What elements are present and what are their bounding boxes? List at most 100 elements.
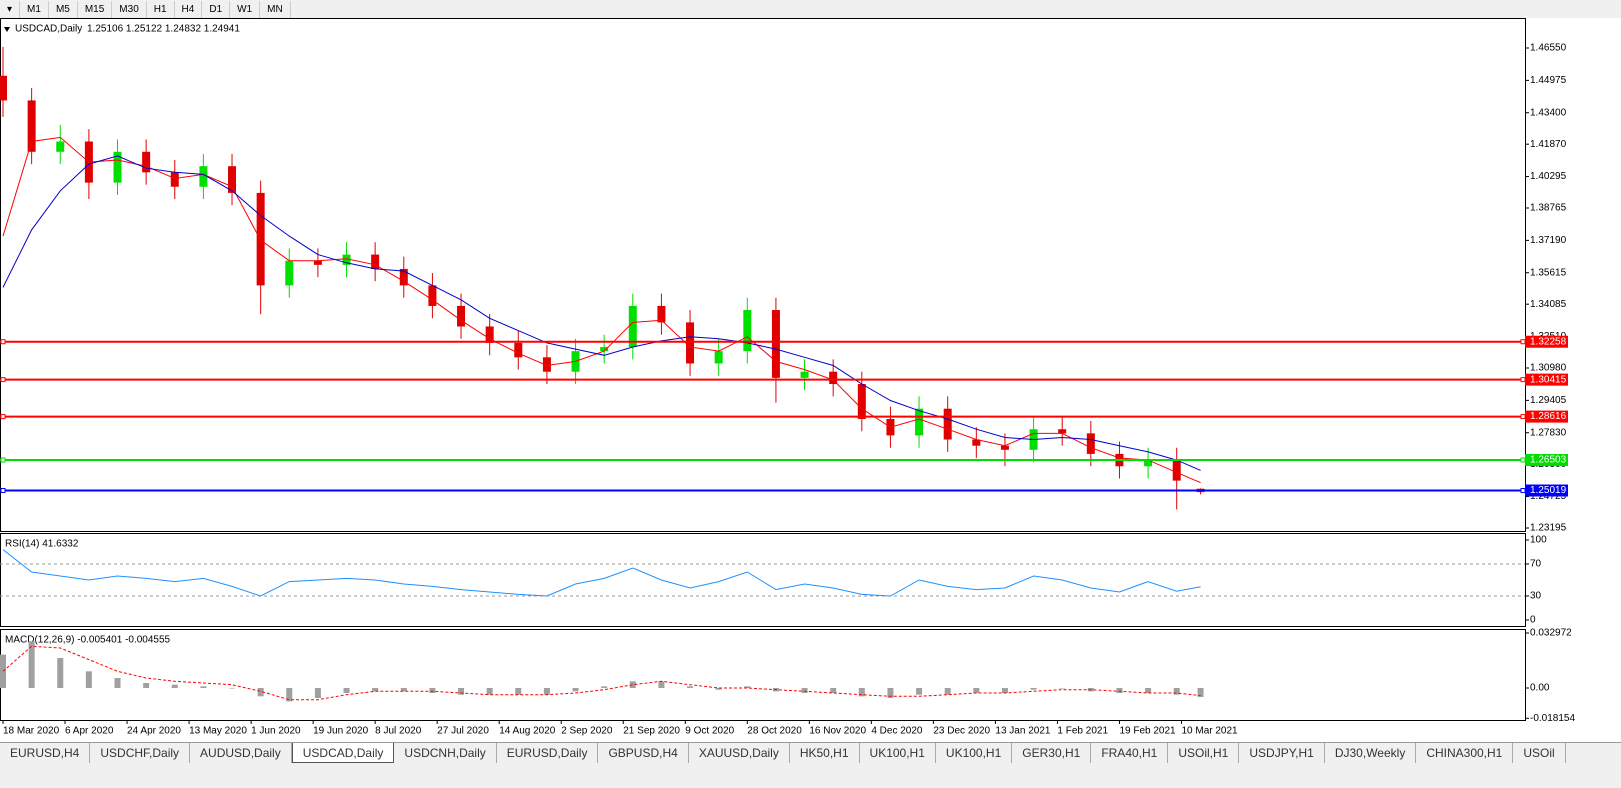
candle-body bbox=[142, 151, 151, 173]
x-tick-label: 13 May 2020 bbox=[189, 726, 247, 737]
candle-body bbox=[170, 172, 179, 187]
timeframe-button[interactable]: M1 bbox=[20, 0, 49, 18]
macd-bar bbox=[1116, 688, 1123, 694]
x-tick-label: 9 Oct 2020 bbox=[685, 726, 734, 737]
macd-bar bbox=[572, 688, 579, 692]
candle-body bbox=[657, 305, 666, 323]
macd-bar bbox=[486, 688, 493, 695]
level-label: 1.30415 bbox=[1530, 374, 1567, 385]
symbol-tab[interactable]: GBPUSD,H4 bbox=[598, 743, 689, 763]
panel-title: USDCAD,Daily bbox=[15, 24, 82, 35]
symbol-tab[interactable]: AUDUSD,Daily bbox=[190, 743, 292, 763]
macd-bar bbox=[658, 681, 665, 689]
timeframe-button[interactable]: H1 bbox=[147, 0, 175, 18]
symbol-tab[interactable]: EURUSD,H4 bbox=[0, 743, 91, 763]
symbol-tab[interactable]: USDCAD,Daily bbox=[291, 743, 395, 763]
macd-bar bbox=[687, 686, 694, 689]
level-label-box bbox=[1525, 410, 1568, 423]
timeframe-button[interactable]: M15 bbox=[78, 0, 113, 18]
x-tick-label: 8 Jul 2020 bbox=[375, 726, 422, 737]
timeframe-button[interactable]: M30 bbox=[112, 0, 147, 18]
macd-bar bbox=[458, 688, 465, 695]
macd-bar bbox=[143, 682, 150, 689]
symbol-tab[interactable]: USOil bbox=[1513, 743, 1566, 763]
y-tick-label: 1.38765 bbox=[1530, 203, 1567, 214]
y-tick-label: 1.35615 bbox=[1530, 267, 1567, 278]
level-handle bbox=[1520, 457, 1526, 463]
candle-body bbox=[972, 439, 981, 446]
macd-bar bbox=[429, 688, 436, 694]
macd-bar bbox=[887, 688, 894, 699]
x-tick-label: 1 Feb 2021 bbox=[1057, 726, 1108, 737]
symbol-tab[interactable]: HK50,H1 bbox=[790, 743, 860, 763]
symbol-tab[interactable]: FRA40,H1 bbox=[1091, 743, 1169, 763]
candle-body bbox=[829, 371, 838, 385]
symbol-tab[interactable]: USDCNH,Daily bbox=[394, 743, 497, 763]
symbol-tab[interactable]: USOil,H1 bbox=[1168, 743, 1240, 763]
symbol-tab[interactable]: XAUUSD,Daily bbox=[689, 743, 790, 763]
candle-body bbox=[1000, 445, 1009, 450]
symbol-tab[interactable]: UK100,H1 bbox=[860, 743, 936, 763]
y-tick-label: 1.40295 bbox=[1530, 171, 1567, 182]
quote: 1.25106 1.25122 1.24832 1.24941 bbox=[87, 24, 240, 35]
x-tick-label: 1 Jun 2020 bbox=[251, 726, 301, 737]
chart: 1.46550 1.44975 1.43400 1.41870 1.40295 1.387… bbox=[0, 18, 1621, 742]
timeframe-button[interactable]: W1 bbox=[230, 0, 261, 18]
symbol-tab[interactable]: GER30,H1 bbox=[1012, 743, 1092, 763]
symbol-tab[interactable]: DJ30,Weekly bbox=[1325, 743, 1417, 763]
candle-body bbox=[800, 371, 809, 378]
symbol-tab[interactable]: EURUSD,Daily bbox=[497, 743, 599, 763]
macd-bar bbox=[57, 657, 64, 689]
candle-body bbox=[485, 326, 494, 343]
level-handle bbox=[0, 457, 6, 463]
candle-body bbox=[228, 166, 237, 193]
y-tick-label: 1.43400 bbox=[1530, 107, 1567, 118]
macd-bar bbox=[286, 688, 293, 702]
candle-body bbox=[256, 192, 265, 286]
macd-bar bbox=[114, 677, 121, 689]
macd-bar bbox=[1145, 688, 1152, 694]
candle-body bbox=[27, 100, 36, 152]
candle-body bbox=[285, 260, 294, 286]
candle-body bbox=[743, 310, 752, 352]
level-handle bbox=[0, 488, 6, 494]
level-label-box bbox=[1525, 454, 1568, 467]
x-tick-label: 14 Aug 2020 bbox=[499, 726, 556, 737]
candle-body bbox=[428, 285, 437, 306]
symbol-tab[interactable]: CHINA300,H1 bbox=[1416, 743, 1514, 763]
macd-bar bbox=[0, 654, 7, 689]
level-label-box bbox=[1525, 335, 1568, 348]
x-tick-label: 23 Dec 2020 bbox=[933, 726, 990, 737]
level-label: 1.26503 bbox=[1530, 455, 1567, 466]
symbol-tab[interactable]: UK100,H1 bbox=[936, 743, 1013, 763]
macd-bar bbox=[257, 688, 264, 697]
level-handle bbox=[1520, 488, 1526, 494]
candle-body bbox=[313, 260, 322, 265]
timeframe-button[interactable]: M5 bbox=[49, 0, 78, 18]
x-tick-label: 27 Jul 2020 bbox=[437, 726, 489, 737]
level-handle bbox=[1520, 339, 1526, 345]
level-handle bbox=[0, 377, 6, 383]
level-handle bbox=[0, 414, 6, 420]
symbol-tab[interactable]: USDCHF,Daily bbox=[90, 743, 191, 763]
macd-bar bbox=[629, 681, 636, 689]
y-tick-label: 30 bbox=[1530, 591, 1542, 602]
y-tick-label: 70 bbox=[1530, 559, 1542, 570]
symbol-tab[interactable]: USDJPY,H1 bbox=[1239, 743, 1325, 763]
timeframe-button[interactable]: H4 bbox=[175, 0, 203, 18]
macd-bar bbox=[85, 671, 92, 689]
candle-body bbox=[600, 347, 609, 352]
timeframe-button[interactable]: MN bbox=[260, 0, 291, 18]
level-label-box bbox=[1525, 373, 1568, 386]
candle-body bbox=[1058, 429, 1067, 434]
macd-bar bbox=[858, 688, 865, 697]
x-tick-label: 18 Mar 2020 bbox=[3, 726, 60, 737]
macd-bar bbox=[916, 688, 923, 695]
macd-bar bbox=[801, 688, 808, 694]
timeframe-button[interactable]: D1 bbox=[202, 0, 231, 18]
menu-arrow bbox=[4, 27, 10, 32]
candle-body bbox=[857, 384, 866, 419]
macd-bar bbox=[1059, 688, 1066, 689]
macd-bar bbox=[973, 688, 980, 694]
toolbar-icon[interactable]: ▾ bbox=[0, 0, 21, 18]
